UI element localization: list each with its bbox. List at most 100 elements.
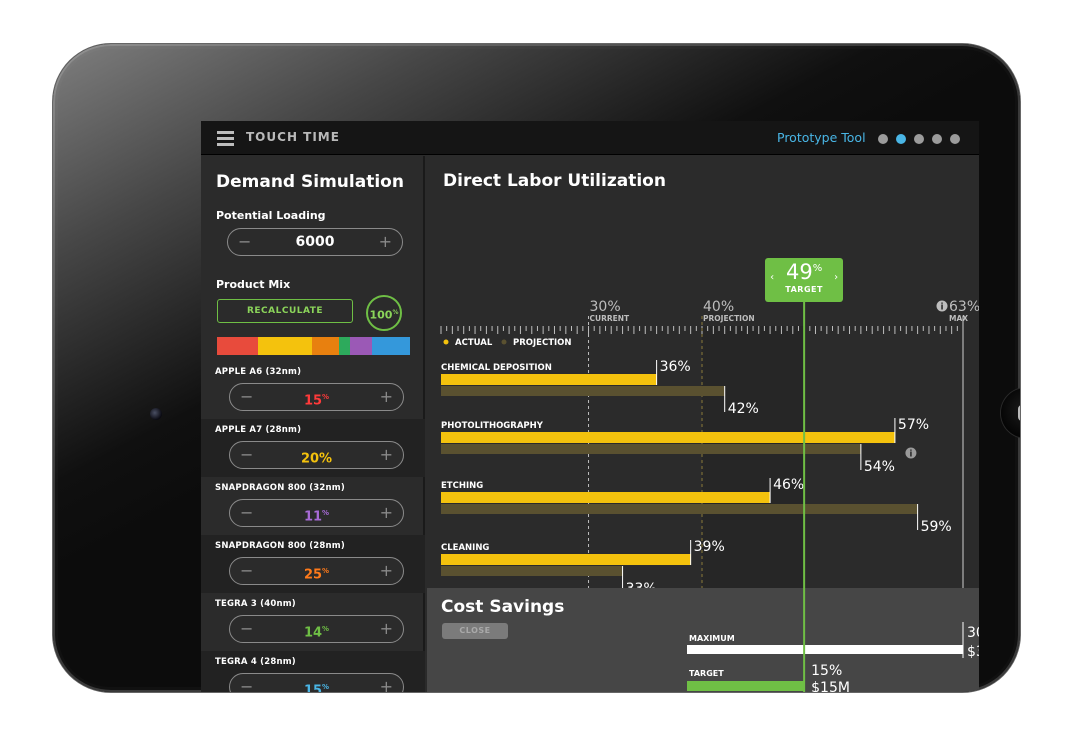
- product-increment-button[interactable]: +: [379, 445, 393, 464]
- product-name: SNAPDRAGON 800 (32nm): [215, 483, 345, 493]
- product-stepper[interactable]: − 15% +: [229, 383, 404, 411]
- prototype-tool-label: Prototype Tool: [777, 130, 866, 145]
- product-stepper[interactable]: − 25% +: [229, 557, 404, 585]
- page-indicator: [878, 134, 960, 144]
- potential-loading-stepper[interactable]: − 6000 +: [227, 228, 403, 256]
- product-stepper[interactable]: −14% +: [229, 615, 404, 643]
- product-share-value: 14%: [230, 616, 403, 646]
- recalculate-button[interactable]: RECALCULATE: [217, 299, 353, 323]
- potential-loading-label: Potential Loading: [216, 209, 326, 222]
- mix-segment: [350, 337, 372, 355]
- page-dot[interactable]: [896, 134, 906, 144]
- page-dot[interactable]: [878, 134, 888, 144]
- loading-increment-button[interactable]: +: [378, 232, 392, 251]
- actual-value-label: 39%: [694, 539, 725, 555]
- svg-text:i: i: [941, 303, 944, 313]
- mix-segment: [257, 337, 313, 355]
- reference-name-label: PROJECTION: [703, 314, 755, 323]
- close-button[interactable]: CLOSE: [442, 623, 508, 639]
- page-dot[interactable]: [950, 134, 960, 144]
- product-share-unit: %: [322, 509, 330, 517]
- maximum-amount: $32M: [967, 644, 979, 660]
- product-decrement-button[interactable]: −: [240, 677, 254, 692]
- product-decrement-button[interactable]: −: [240, 561, 254, 580]
- product-decrement-button[interactable]: −: [240, 619, 254, 638]
- legend-projection: PROJECTION: [513, 338, 572, 348]
- loading-decrement-button[interactable]: −: [238, 232, 252, 251]
- actual-value-label: 57%: [898, 417, 929, 433]
- page-dot[interactable]: [932, 134, 942, 144]
- product-mix-label: Product Mix: [216, 278, 291, 291]
- product-share-unit: %: [322, 393, 330, 401]
- product-increment-button[interactable]: +: [379, 677, 393, 692]
- tablet-frame: TOUCH TIME Prototype Tool Demand Simulat…: [53, 44, 1020, 692]
- target-slider-handle[interactable]: ‹ 49% TARGET ›: [765, 258, 844, 302]
- product-share-unit: %: [322, 683, 330, 691]
- target-value: 49%: [765, 260, 843, 284]
- projection-value-label: 59%: [921, 519, 952, 535]
- target-right-arrow-icon[interactable]: ›: [834, 272, 839, 283]
- bar-group: CLEANING 39% 33%: [441, 539, 725, 588]
- home-square-icon: [1018, 405, 1020, 421]
- product-increment-button[interactable]: +: [379, 619, 393, 638]
- utilization-title: Direct Labor Utilization: [443, 171, 666, 191]
- bar-group: PHOTOLITHOGRAPHY 57% 54% i: [441, 417, 929, 475]
- product-share-unit: %: [322, 625, 330, 633]
- maximum-pct: 30%: [967, 625, 979, 641]
- projection-bar: [441, 386, 725, 396]
- mix-segment: [312, 337, 340, 355]
- cost-savings-chart: MAXIMUM 30% $32M TARGET 15%$15M: [687, 622, 979, 692]
- category-label: PHOTOLITHOGRAPHY: [441, 421, 544, 431]
- mix-segment: [217, 337, 258, 355]
- actual-bar: [441, 432, 895, 443]
- target-pct: 15%: [811, 663, 842, 679]
- reference-pct-label: 30%: [590, 299, 621, 315]
- projection-band: [702, 326, 805, 588]
- projection-value-label: 33%: [626, 581, 657, 588]
- legend-actual: ACTUAL: [455, 338, 493, 348]
- product-stepper[interactable]: − 20% +: [229, 441, 404, 469]
- product-decrement-button[interactable]: −: [240, 387, 254, 406]
- hamburger-menu-icon[interactable]: [217, 131, 234, 147]
- demand-simulation-panel: Demand Simulation Potential Loading − 60…: [201, 156, 425, 692]
- mix-total-badge: 100%: [366, 295, 402, 331]
- target-value-unit: %: [812, 263, 823, 274]
- product-name: APPLE A7 (28nm): [215, 425, 302, 435]
- top-bar: TOUCH TIME Prototype Tool: [201, 121, 979, 155]
- product-increment-button[interactable]: +: [379, 503, 393, 522]
- product-list: APPLE A6 (32nm) − 15% + APPLE A7 (28nm) − 20% +…: [201, 361, 425, 692]
- product-mix-bar: [217, 337, 410, 355]
- mix-segment: [371, 337, 410, 355]
- actual-bar: [441, 554, 691, 565]
- product-name: APPLE A6 (32nm): [215, 367, 302, 377]
- product-increment-button[interactable]: +: [379, 387, 393, 406]
- product-decrement-button[interactable]: −: [240, 503, 254, 522]
- chart-legend: ACTUAL PROJECTION: [443, 338, 572, 348]
- product-increment-button[interactable]: +: [379, 561, 393, 580]
- target-savings-label: TARGET: [689, 669, 724, 678]
- category-label: CLEANING: [441, 543, 489, 553]
- cost-savings-title: Cost Savings: [441, 597, 565, 617]
- product-name: SNAPDRAGON 800 (28nm): [215, 541, 345, 551]
- product-share-number: 20%: [300, 451, 333, 467]
- bar-group: ETCHING 46% 59%: [441, 477, 952, 535]
- app-title: TOUCH TIME: [246, 130, 340, 144]
- actual-value-label: 36%: [660, 359, 691, 375]
- product-stepper[interactable]: −15% +: [229, 673, 404, 692]
- product-share-number: 25: [303, 567, 323, 583]
- cost-savings-panel: MAXIMUM 30% $32M TARGET 15%$15M Cost Savings…: [427, 588, 979, 692]
- product-share-number: 15: [303, 393, 323, 409]
- product-decrement-button[interactable]: −: [240, 445, 254, 464]
- home-button[interactable]: [1001, 388, 1020, 438]
- product-share-number: 14: [303, 625, 323, 641]
- product-share-unit: %: [322, 567, 330, 575]
- demand-simulation-title: Demand Simulation: [216, 172, 404, 192]
- mix-total-value: 100: [369, 308, 393, 322]
- category-label: ETCHING: [441, 481, 483, 491]
- target-left-arrow-icon[interactable]: ‹: [770, 272, 775, 283]
- page-dot[interactable]: [914, 134, 924, 144]
- actual-value-label: 46%: [773, 477, 804, 493]
- product-stepper[interactable]: −11% +: [229, 499, 404, 527]
- maximum-label: MAXIMUM: [689, 634, 735, 643]
